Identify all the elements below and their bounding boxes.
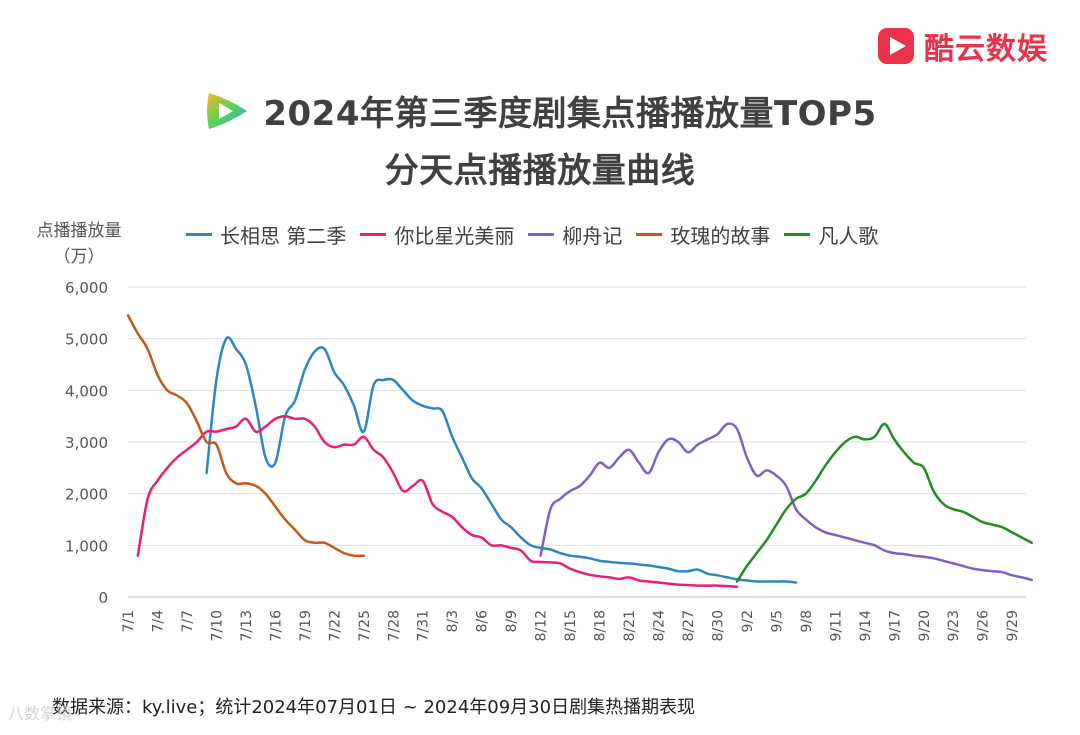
series-line-3 — [126, 314, 366, 558]
x-tick-label: 9/23 — [946, 610, 962, 641]
x-tick-label: 9/29 — [1005, 610, 1021, 641]
x-tick-label: 7/25 — [357, 610, 373, 641]
legend-swatch — [528, 233, 555, 236]
x-tick-label: 9/17 — [887, 610, 903, 641]
x-axis-ticks: 7/1 7/4 7/7 7/10 7/13 7/16 7/19 7/22 7/25 7/28 7/3… — [121, 610, 1021, 642]
y-axis-ticks: 0 1,000 2,000 3,000 4,000 5,000 6,000 — [65, 279, 108, 607]
x-tick-label: 9/26 — [976, 610, 992, 642]
y-axis-unit: 点播播放量 （万） — [24, 218, 134, 270]
x-tick-label: 8/27 — [681, 610, 697, 641]
series-line-0 — [205, 336, 798, 584]
legend-label: 柳舟记 — [562, 224, 623, 248]
x-tick-label: 8/9 — [504, 610, 520, 633]
x-tick-label: 7/4 — [150, 610, 166, 633]
x-tick-label: 7/31 — [416, 610, 432, 641]
legend-item-4: 凡人歌 — [784, 220, 878, 249]
legend-label: 长相思 第二季 — [220, 224, 347, 248]
x-tick-label: 7/16 — [268, 610, 284, 642]
series-line-2 — [539, 422, 1034, 582]
brand-logo: 酷云数娱 — [876, 24, 1048, 68]
y-axis-unit-line2: （万） — [53, 247, 105, 267]
y-tick-label: 3,000 — [65, 434, 108, 452]
x-tick-label: 9/14 — [858, 610, 874, 642]
x-tick-label: 8/24 — [652, 610, 668, 642]
x-tick-label: 7/1 — [121, 610, 137, 633]
y-axis-unit-line1: 点播播放量 — [36, 221, 122, 241]
x-tick-label: 7/19 — [298, 610, 314, 641]
x-tick-label: 9/11 — [828, 610, 844, 641]
chart-title-line1: 2024年第三季度剧集点播播放量TOP5 — [263, 94, 877, 134]
x-tick-label: 9/2 — [740, 610, 756, 633]
y-tick-label: 1,000 — [65, 537, 108, 555]
x-tick-label: 8/30 — [710, 610, 726, 641]
y-tick-label: 2,000 — [65, 486, 108, 504]
x-tick-label: 8/18 — [593, 610, 609, 641]
data-source-note: 数据来源：ky.live；统计2024年07月01日 ~ 2024年09月30日… — [52, 697, 696, 718]
y-tick-label: 4,000 — [65, 382, 108, 400]
legend-label: 凡人歌 — [818, 224, 879, 248]
y-tick-label: 5,000 — [65, 331, 108, 349]
x-tick-label: 8/6 — [475, 610, 491, 633]
x-tick-label: 9/8 — [799, 610, 815, 633]
chart-title: 2024年第三季度剧集点播播放量TOP5 分天点播播放量曲线 — [0, 86, 1080, 192]
legend-item-2: 柳舟记 — [528, 220, 622, 249]
series-line-4 — [735, 422, 1034, 583]
legend-label: 你比星光美丽 — [394, 224, 515, 248]
x-tick-label: 9/5 — [769, 610, 785, 633]
x-tick-label: 8/12 — [534, 610, 550, 641]
x-tick-label: 7/22 — [327, 610, 343, 641]
series-lines — [126, 314, 1034, 588]
legend-swatch — [186, 233, 212, 236]
x-tick-label: 7/10 — [209, 610, 225, 641]
x-tick-label: 8/3 — [445, 610, 461, 633]
legend-item-3: 玫瑰的故事 — [636, 220, 770, 249]
x-tick-label: 9/20 — [917, 610, 933, 641]
y-tick-label: 0 — [98, 589, 108, 607]
legend-item-0: 长相思 第二季 — [186, 220, 346, 249]
x-tick-label: 8/21 — [622, 610, 638, 641]
legend-swatch — [360, 233, 387, 236]
brand-play-icon — [878, 28, 914, 64]
x-tick-label: 7/7 — [180, 610, 196, 633]
tencent-video-icon — [207, 92, 248, 129]
brand-name: 酷云数娱 — [924, 32, 1048, 67]
x-tick-label: 7/28 — [386, 610, 402, 641]
x-tick-label: 7/13 — [239, 610, 255, 641]
legend-label: 玫瑰的故事 — [670, 224, 771, 248]
chart-legend: 长相思 第二季 你比星光美丽 柳舟记 玫瑰的故事 凡人歌 — [186, 220, 878, 249]
y-tick-label: 6,000 — [65, 279, 108, 297]
x-tick-label: 8/15 — [563, 610, 579, 641]
grid-lines — [128, 286, 1026, 598]
series-line-1 — [136, 414, 739, 588]
watermark: 八数掌镜 — [8, 704, 73, 723]
legend-swatch — [784, 233, 811, 236]
legend-swatch — [636, 233, 663, 236]
legend-item-1: 你比星光美丽 — [360, 220, 514, 249]
chart-title-line2: 分天点播播放量曲线 — [384, 150, 696, 191]
